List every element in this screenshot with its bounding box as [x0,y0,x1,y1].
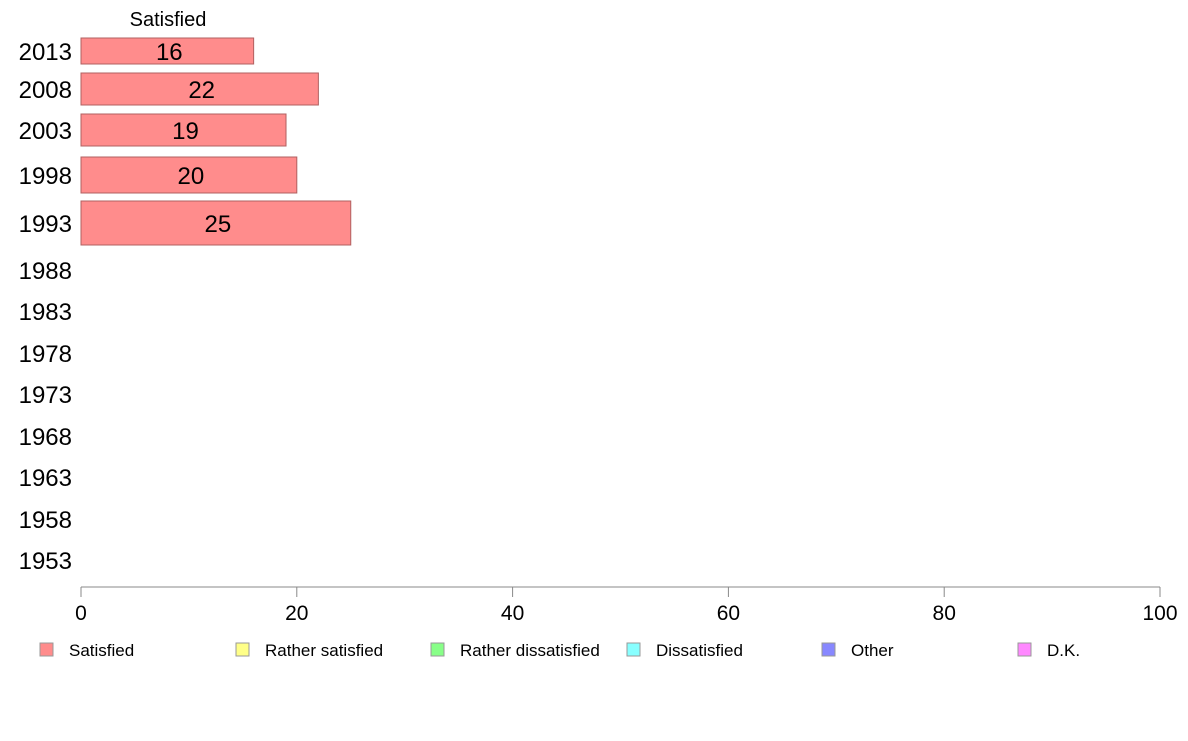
series-header-group: Satisfied [130,9,207,31]
category-axis: 2013 2008 2003 1998 1993 1988 1983 1978 1973 1968… [19,39,72,575]
bar-1998 [80,156,298,194]
x-tick-label-40: 40 [501,602,524,625]
category-label-1963: 1963 [19,465,72,492]
category-label-2013: 2013 [19,39,72,66]
bar-value-label-2003: 19 [172,118,199,145]
category-label-1993: 1993 [19,211,72,238]
category-label-1988: 1988 [19,258,72,285]
category-label-1978: 1978 [19,341,72,368]
category-label-2003: 2003 [19,118,72,145]
legend-label-2: Rather satisfied [265,641,383,660]
bar-value-label-2008: 22 [188,77,215,104]
bar-value-label-1998: 20 [178,163,205,190]
x-tick-label-20: 20 [285,602,308,625]
legend-swatch-4 [626,642,641,657]
x-tick-label-60: 60 [717,602,740,625]
bar-2013 [80,37,255,65]
legend-swatch-1 [39,642,54,657]
bar-2003 [80,113,287,147]
category-label-1998: 1998 [19,163,72,190]
legend-swatch-2 [235,642,250,657]
category-label-2008: 2008 [19,77,72,104]
legend-swatch-5 [821,642,836,657]
category-label-1953: 1953 [19,548,72,575]
legend-label-3: Rather dissatisfied [460,641,600,660]
category-label-1958: 1958 [19,507,72,534]
legend-swatch-6 [1017,642,1032,657]
legend-label-1: Satisfied [69,641,134,660]
legend-label-6: D.K. [1047,641,1080,660]
category-label-1968: 1968 [19,424,72,451]
bar-value-label-2013: 16 [156,39,183,66]
category-label-1973: 1973 [19,382,72,409]
bar-2008 [80,72,319,106]
x-tick-label-80: 80 [933,602,956,625]
legend: Satisfied Rather satisfied Rather dissatis… [39,641,1080,660]
legend-label-5: Other [851,641,894,660]
legend-swatch-3 [430,642,445,657]
series-header-label: Satisfied [130,9,207,31]
bar-value-label-1993: 25 [205,211,232,238]
legend-label-4: Dissatisfied [656,641,743,660]
x-tick-label-0: 0 [75,602,87,625]
x-tick-label-100: 100 [1142,602,1177,625]
category-label-1983: 1983 [19,299,72,326]
bar-1993 [80,200,352,246]
x-axis: 0 20 40 60 80 100 [75,586,1178,625]
